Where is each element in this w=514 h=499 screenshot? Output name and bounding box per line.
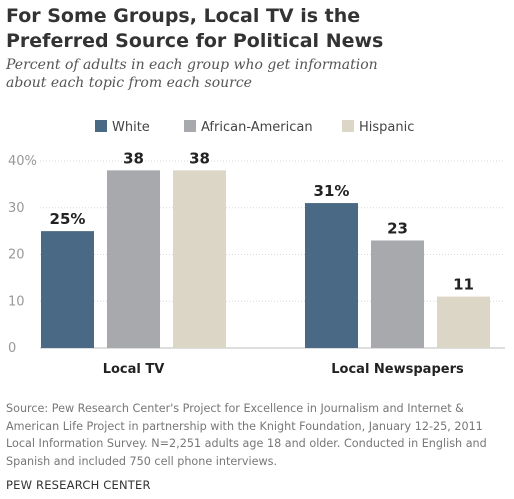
legend-label-2: Hispanic	[359, 120, 414, 135]
legend-label-1: African-American	[201, 120, 313, 135]
chart-title: For Some Groups, Local TV is the Preferr…	[6, 4, 506, 54]
bar	[173, 170, 226, 348]
legend-swatch-2	[342, 120, 354, 132]
legend-swatch-0	[95, 120, 107, 132]
data-label: 38	[189, 149, 210, 167]
bar	[371, 240, 424, 348]
x-category-label: Local Newspapers	[331, 362, 464, 377]
footer-org: PEW RESEARCH CENTER	[6, 478, 151, 492]
y-tick-label: 10	[8, 294, 25, 309]
source-line-2: American Life Project in partnership wit…	[6, 419, 483, 433]
title-line-2: Preferred Source for Political News	[6, 30, 384, 52]
source-line-1: Source: Pew Research Center's Project fo…	[6, 402, 464, 415]
source-line-3: Local Information Survey. N=2,251 adults…	[6, 437, 487, 450]
bar	[41, 231, 94, 348]
y-tick-label: 30	[8, 201, 25, 216]
bar	[437, 296, 490, 348]
data-label: 11	[453, 276, 474, 294]
bar-chart: 0 10 20 30 40% White African-American Hispanic 2…	[8, 120, 505, 377]
subtitle-line-1: Percent of adults in each group who get …	[6, 57, 378, 73]
bar	[305, 203, 358, 348]
bar	[107, 170, 160, 348]
chart-subtitle: Percent of adults in each group who get …	[6, 56, 506, 92]
title-line-1: For Some Groups, Local TV is the	[6, 5, 361, 27]
subtitle-line-2: about each topic from each source	[6, 75, 252, 91]
source-line-4: Spanish and included 750 cell phone inte…	[6, 454, 278, 468]
data-label: 31%	[314, 182, 350, 200]
data-label: 25%	[50, 210, 86, 228]
data-label: 23	[387, 219, 408, 237]
y-tick-label: 0	[8, 341, 16, 356]
y-tick-label: 20	[8, 248, 25, 263]
legend-swatch-1	[184, 120, 196, 132]
legend-label-0: White	[112, 120, 150, 135]
x-category-label: Local TV	[103, 362, 165, 377]
source-note: Source: Pew Research Center's Project fo…	[6, 400, 508, 470]
data-label: 38	[123, 149, 144, 167]
y-tick-label: 40%	[8, 154, 37, 169]
